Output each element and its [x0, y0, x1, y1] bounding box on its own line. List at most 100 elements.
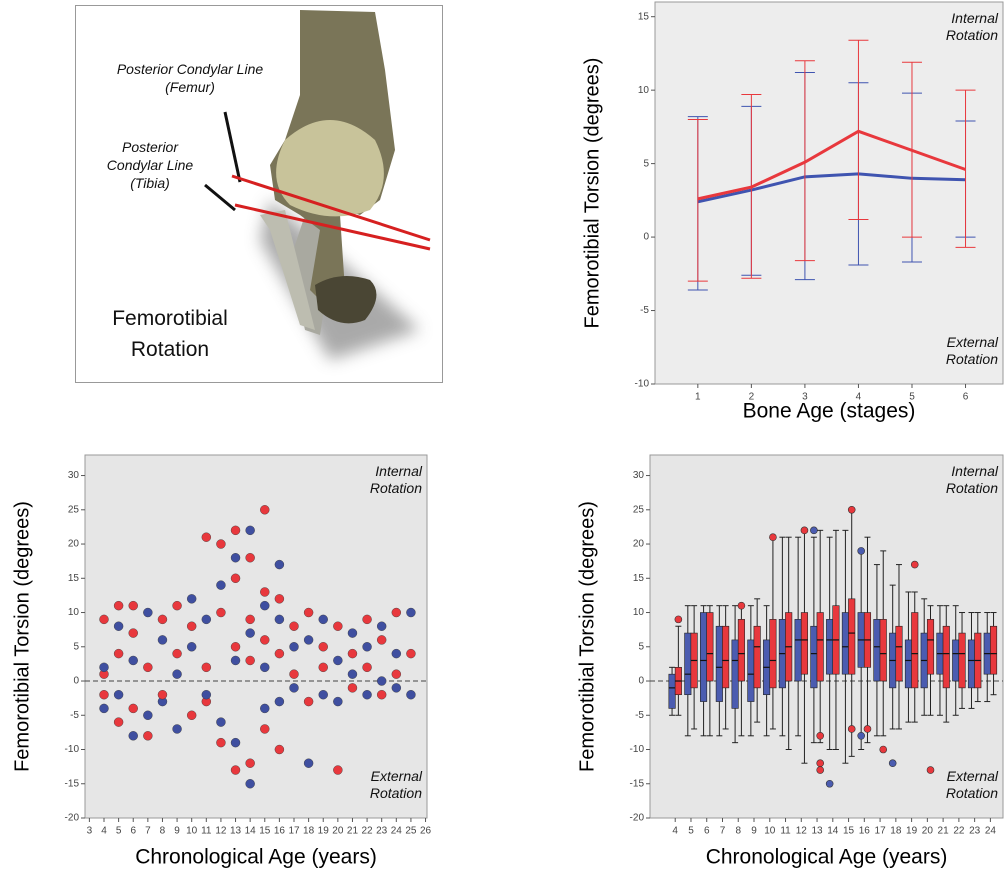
point	[230, 553, 241, 563]
tibia-line	[234, 203, 431, 251]
box	[952, 639, 960, 682]
outlier	[800, 526, 809, 535]
outlier	[888, 759, 897, 768]
point	[260, 724, 270, 734]
x-tick-label: 24	[985, 826, 997, 837]
y-axis-label: Femorotibial Torsion (degrees)	[576, 501, 598, 772]
point	[376, 676, 387, 686]
x-tick-label: 25	[405, 826, 417, 837]
x-tick-label: 16	[274, 826, 286, 837]
point	[333, 655, 343, 666]
point	[318, 662, 328, 673]
x-tick-label: 6	[704, 826, 710, 837]
y-axis-label: Femorotibial Torsion (degrees)	[581, 58, 603, 329]
box	[816, 612, 824, 682]
point	[362, 662, 372, 673]
x-tick-label: 10	[186, 826, 198, 837]
x-tick-label: 24	[391, 826, 403, 837]
x-tick-label: 9	[174, 826, 180, 837]
x-tick-label: 13	[811, 826, 823, 837]
point	[128, 600, 138, 611]
x-tick-label: 23	[376, 826, 388, 837]
point	[274, 744, 285, 755]
point	[260, 635, 270, 645]
point	[318, 690, 328, 700]
point	[274, 594, 285, 604]
point	[347, 669, 358, 679]
box	[769, 619, 777, 689]
point	[143, 662, 153, 673]
y-tick-label: 20	[633, 539, 645, 550]
y-tick-label: -5	[70, 710, 79, 721]
box	[753, 625, 761, 689]
point	[201, 690, 212, 700]
y-tick-label: 0	[638, 676, 644, 687]
y-tick-label: -15	[630, 778, 645, 789]
tibia-label: Posterior Condylar Line (Tibia)	[106, 139, 194, 191]
point	[376, 690, 387, 700]
box	[989, 625, 998, 675]
point	[406, 607, 416, 618]
line	[697, 172, 966, 204]
point	[143, 710, 153, 720]
x-tick-label: 17	[288, 826, 300, 837]
point	[99, 614, 109, 625]
illustration-title: Femorotibial Rotation	[112, 307, 228, 361]
x-tick-label: 5	[909, 392, 915, 403]
point	[362, 690, 372, 700]
point	[289, 642, 299, 652]
point	[113, 690, 124, 700]
x-tick-label: 15	[259, 826, 271, 837]
point	[289, 621, 299, 631]
y-tick-label: -10	[630, 744, 645, 755]
x-tick-label: 12	[796, 826, 808, 837]
point	[318, 642, 328, 652]
y-tick-label: -5	[640, 305, 649, 316]
point	[186, 594, 197, 604]
x-tick-label: 20	[922, 826, 934, 837]
outlier	[674, 615, 683, 624]
x-tick-label: 3	[87, 826, 93, 837]
point	[274, 648, 285, 659]
x-tick-label: 10	[764, 826, 776, 837]
x-tick-label: 21	[347, 826, 359, 837]
x-tick-label: 4	[672, 826, 678, 837]
point	[333, 696, 343, 707]
point	[289, 683, 299, 693]
point	[99, 662, 109, 673]
point	[201, 662, 212, 673]
point	[303, 696, 314, 707]
x-tick-label: 5	[116, 826, 122, 837]
x-tick-label: 18	[303, 826, 315, 837]
y-tick-label: -20	[630, 813, 645, 824]
box	[826, 619, 834, 675]
point	[230, 655, 241, 666]
condyle	[276, 120, 384, 217]
point	[245, 758, 255, 768]
point	[391, 669, 402, 679]
y-tick-label: 10	[633, 607, 645, 618]
outlier	[810, 526, 818, 535]
point	[113, 621, 124, 631]
x-tick-label: 19	[318, 826, 330, 837]
outlier	[857, 547, 865, 555]
point	[172, 669, 182, 679]
point	[113, 600, 124, 611]
x-tick-label: 12	[215, 826, 227, 837]
box	[700, 612, 708, 702]
x-tick-label: 2	[749, 392, 755, 403]
outlier	[816, 732, 824, 740]
x-tick-label: 22	[362, 826, 374, 837]
annotation: External Rotation	[945, 768, 998, 801]
box	[706, 612, 714, 682]
annotation: Internal Rotation	[945, 463, 998, 496]
y-tick-label: 15	[638, 11, 650, 22]
box	[747, 639, 755, 702]
x-tick-label: 13	[230, 826, 242, 837]
box	[794, 619, 802, 682]
x-tick-label: 18	[890, 826, 902, 837]
point	[157, 614, 168, 625]
point	[245, 655, 255, 666]
x-tick-label: 11	[780, 826, 791, 837]
x-tick-label: 19	[906, 826, 918, 837]
